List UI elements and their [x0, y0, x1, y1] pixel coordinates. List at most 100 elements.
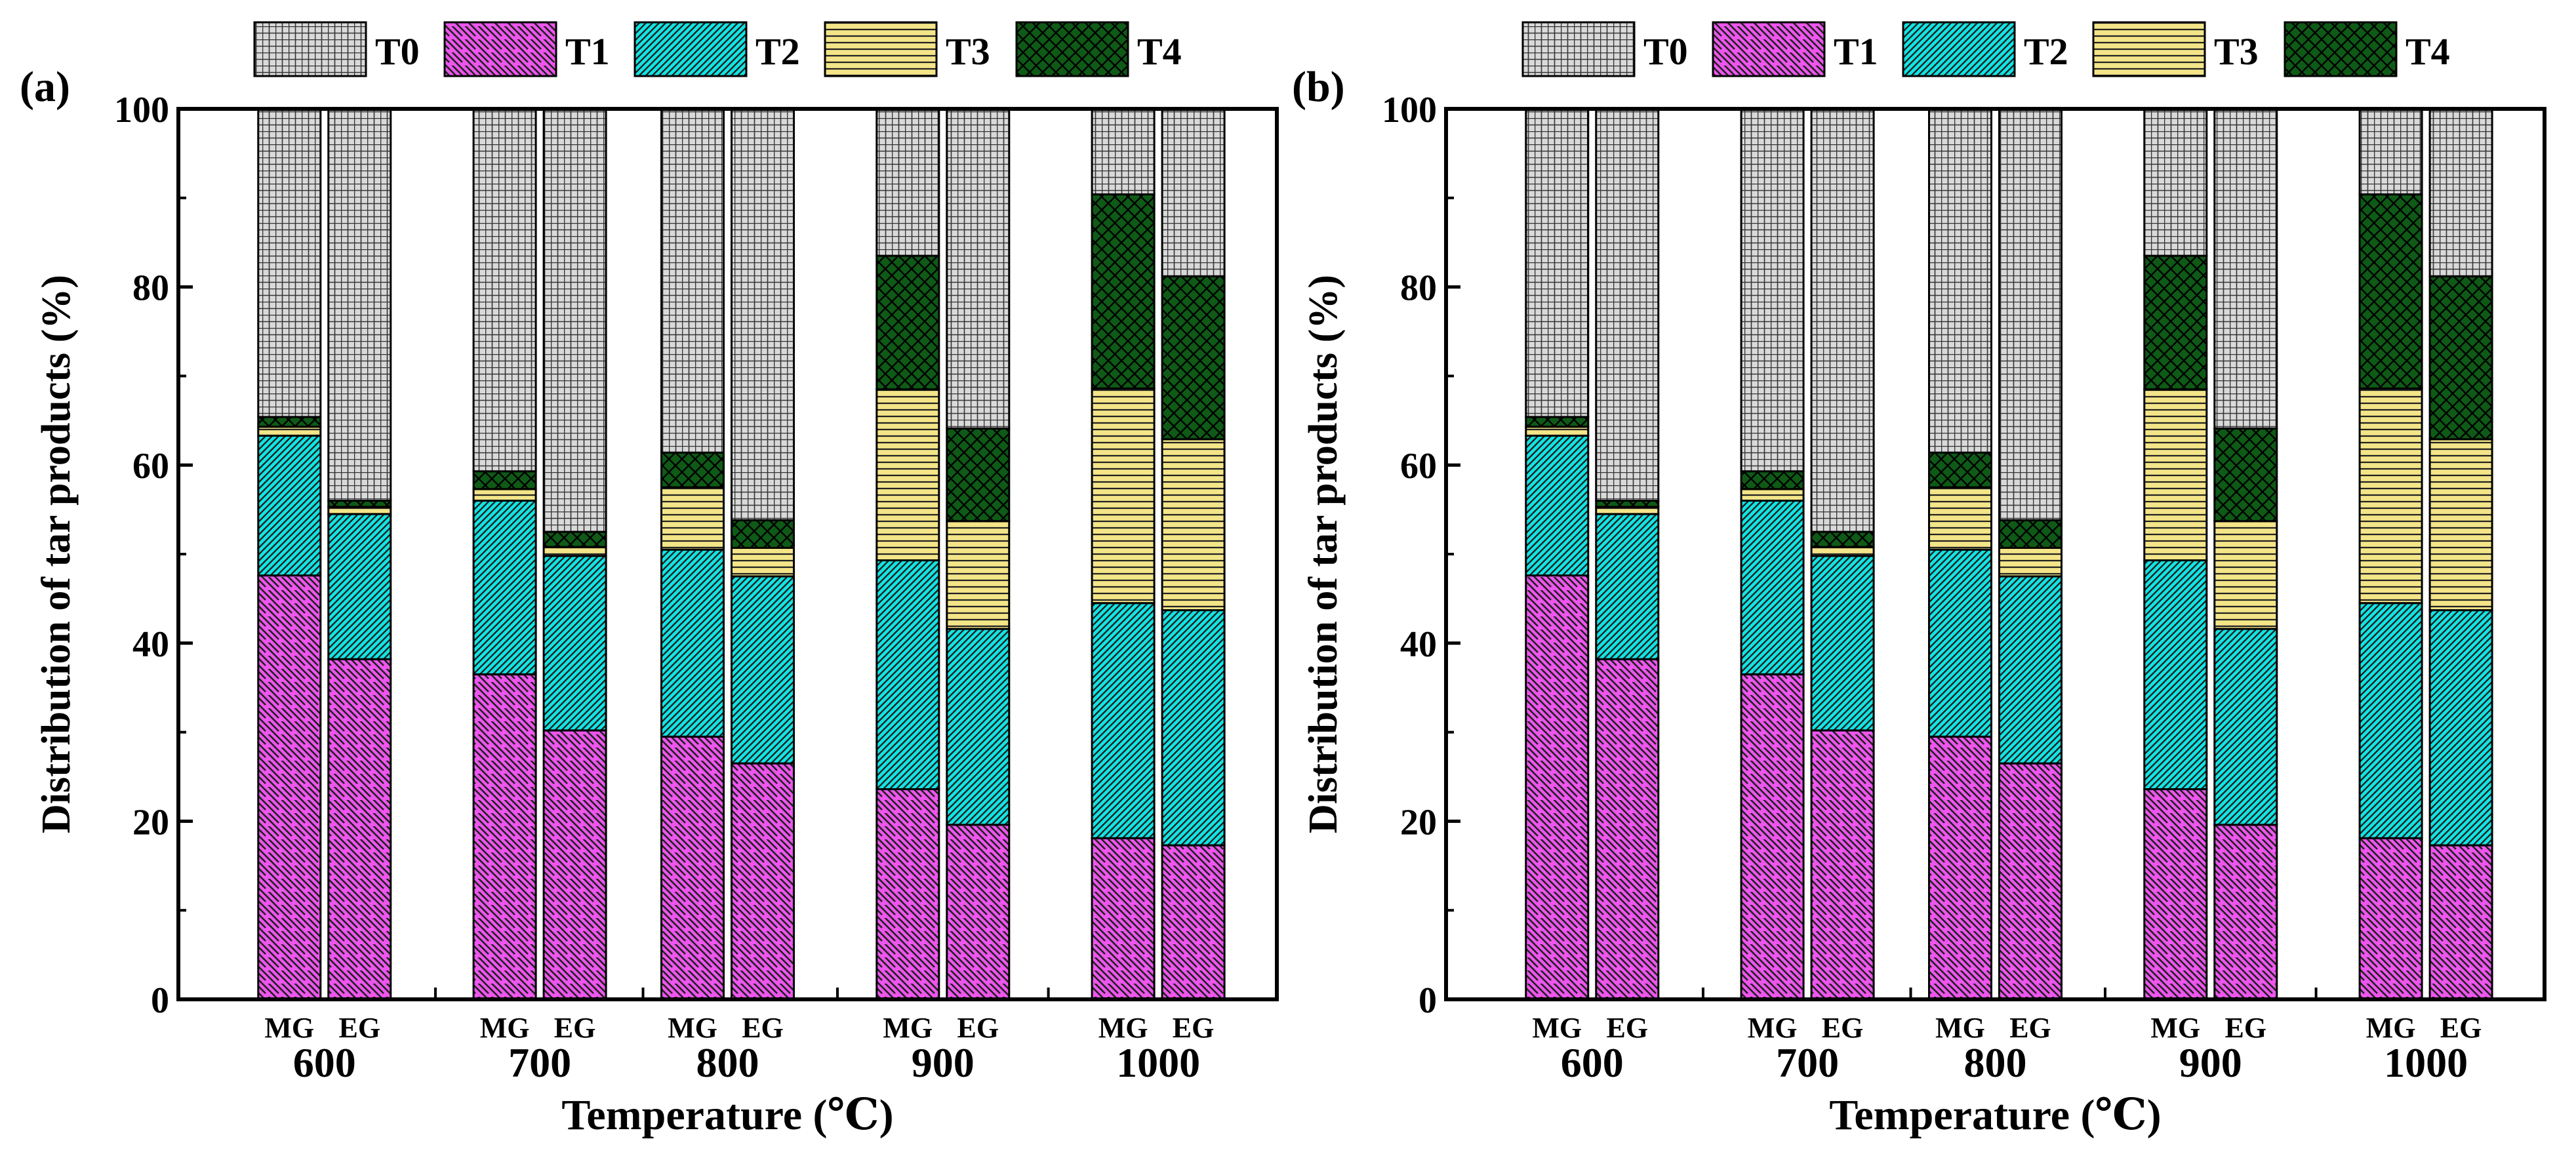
bar-segment-t0-700-mg	[472, 108, 537, 473]
bar-segment-t4-800-mg	[1928, 451, 1992, 489]
bar-segment-t2-700-mg	[472, 500, 537, 675]
bar-segment-t4-900-eg	[2213, 428, 2278, 523]
bar-segment-t2-800-eg	[731, 575, 795, 765]
bar-segment-t0-900-mg	[2143, 108, 2208, 257]
x-tick-label-1000: 1000	[2384, 1039, 2468, 1086]
bar-segment-t1-800-eg	[731, 762, 795, 1001]
bar-segment-t4-800-eg	[731, 519, 795, 549]
bar-segment-t3-600-eg	[1595, 506, 1660, 515]
bar-segment-t0-800-mg	[660, 108, 725, 454]
x-axis-title: Temperature (℃)	[561, 1091, 893, 1139]
y-tick-label-20: 20	[132, 802, 169, 843]
y-tick-label-80: 80	[1400, 268, 1437, 309]
bar-segment-t4-1000-mg	[2358, 193, 2423, 390]
bar-segment-t3-1000-eg	[1161, 438, 1226, 612]
bar-segment-t2-800-mg	[660, 548, 725, 738]
subcategory-label-mg-700: MG	[480, 1012, 530, 1044]
bar-segment-t0-900-eg	[946, 108, 1011, 430]
bar-segment-t2-700-eg	[1810, 555, 1875, 732]
bar-segment-t1-1000-mg	[1091, 837, 1156, 1001]
bar-segment-t2-1000-eg	[2428, 609, 2493, 847]
subcategory-label-eg-600: EG	[1606, 1012, 1648, 1044]
bar-segment-t1-700-mg	[1740, 673, 1805, 1001]
y-tick-label-100: 100	[114, 90, 169, 130]
subcategory-label-mg-600: MG	[1532, 1012, 1582, 1044]
bar-segment-t1-1000-eg	[2428, 844, 2493, 1001]
legend-label-t0: T0	[375, 30, 420, 73]
subcategory-label-eg-1000: EG	[2440, 1012, 2482, 1044]
bar-segment-t4-1000-eg	[1161, 275, 1226, 441]
bar-segment-t4-800-eg	[1998, 519, 2063, 549]
x-tick-label-600: 600	[293, 1039, 356, 1086]
bar-segment-t1-900-mg	[2143, 788, 2208, 1001]
y-tick-label-20: 20	[1400, 802, 1437, 843]
bar-segment-t4-600-mg	[257, 416, 322, 428]
bar-segment-t1-600-mg	[1525, 574, 1590, 1001]
bar-segment-t0-1000-eg	[1161, 108, 1226, 277]
legend-label-t1: T1	[565, 30, 610, 73]
bar-segment-t4-900-eg	[946, 428, 1011, 523]
bar-segment-t0-900-mg	[875, 108, 940, 257]
bar-segment-t2-900-eg	[946, 628, 1011, 826]
bar-segment-t3-600-mg	[1525, 426, 1590, 437]
legend-swatch-t3	[2092, 21, 2206, 77]
bar-segment-t4-900-mg	[2143, 254, 2208, 391]
y-tick-label-40: 40	[132, 624, 169, 665]
bar-segment-t0-800-eg	[731, 108, 795, 521]
legend-swatch-t4	[2284, 21, 2398, 77]
y-tick-label-0: 0	[1419, 980, 1437, 1021]
y-tick-label-80: 80	[132, 268, 169, 309]
bar-segment-t2-600-mg	[257, 434, 322, 577]
bar-segment-t4-600-mg	[1525, 416, 1590, 428]
x-tick-label-900: 900	[912, 1039, 975, 1086]
bar-segment-t2-1000-eg	[1161, 609, 1226, 847]
bar-segment-t0-600-mg	[1525, 108, 1590, 418]
bar-segment-t2-800-eg	[1998, 575, 2063, 765]
subcategory-label-eg-700: EG	[1822, 1012, 1864, 1044]
bar-segment-t3-800-mg	[1928, 486, 1992, 551]
y-tick-label-40: 40	[1400, 624, 1437, 665]
y-tick-label-100: 100	[1382, 90, 1437, 130]
bar-segment-t0-700-mg	[1740, 108, 1805, 473]
bar-segment-t1-700-eg	[1810, 729, 1875, 1001]
subcategory-label-eg-1000: EG	[1173, 1012, 1215, 1044]
legend-swatch-t0	[1521, 21, 1636, 77]
bar-segment-t3-700-eg	[1810, 546, 1875, 557]
bar-segment-t1-600-eg	[327, 658, 392, 1001]
subcategory-label-eg-700: EG	[554, 1012, 596, 1044]
bar-segment-t1-600-eg	[1595, 658, 1660, 1001]
subcategory-label-mg-800: MG	[668, 1012, 717, 1044]
bar-segment-t2-900-mg	[875, 559, 940, 791]
bar-segment-t3-600-mg	[257, 426, 322, 437]
legend-label-t2: T2	[755, 30, 800, 73]
bar-segment-t1-1000-eg	[1161, 844, 1226, 1001]
bar-segment-t2-1000-mg	[1091, 602, 1156, 839]
bar-segment-t1-800-eg	[1998, 762, 2063, 1001]
legend-swatch-t0	[253, 21, 367, 77]
bar-segment-t2-700-eg	[542, 555, 607, 732]
bar-segment-t1-900-eg	[2213, 824, 2278, 1001]
bar-segment-t1-600-mg	[257, 574, 322, 1001]
bar-segment-t0-600-mg	[257, 108, 322, 418]
bar-segment-t2-800-mg	[1928, 548, 1992, 738]
bar-segment-t1-1000-mg	[2358, 837, 2423, 1001]
legend-swatch-t3	[824, 21, 938, 77]
bar-segment-t0-1000-mg	[1091, 108, 1156, 195]
bar-segment-t3-800-eg	[1998, 546, 2063, 578]
bar-segment-t2-1000-mg	[2358, 602, 2423, 839]
x-tick-label-800: 800	[696, 1039, 759, 1086]
bar-segment-t0-600-eg	[327, 108, 392, 502]
bar-segment-t1-900-mg	[875, 788, 940, 1001]
subcategory-label-eg-600: EG	[338, 1012, 380, 1044]
subcategory-label-mg-1000: MG	[2366, 1012, 2416, 1044]
subcategory-label-eg-800: EG	[742, 1012, 784, 1044]
legend-swatch-t1	[443, 21, 557, 77]
bar-segment-t4-1000-eg	[2428, 275, 2493, 441]
y-tick-label-0: 0	[151, 980, 169, 1021]
bar-segment-t0-1000-eg	[2428, 108, 2493, 277]
bar-segment-t3-1000-mg	[1091, 387, 1156, 605]
y-tick-label-60: 60	[1400, 446, 1437, 487]
bar-segment-t0-600-eg	[1595, 108, 1660, 502]
bar-segment-t2-900-eg	[2213, 628, 2278, 826]
